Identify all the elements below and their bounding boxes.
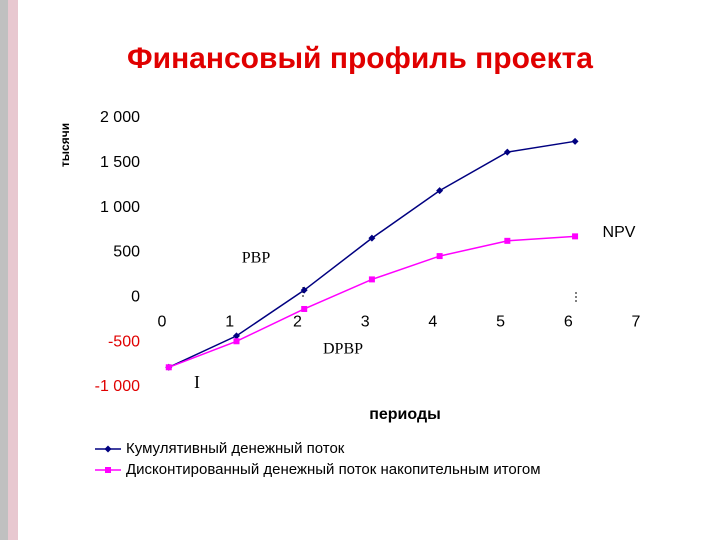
point <box>300 286 308 294</box>
side-stripe <box>8 0 18 540</box>
legend-label: Дисконтированный денежный поток накопите… <box>126 461 541 478</box>
series-line <box>168 235 576 368</box>
x-axis-label: периоды <box>369 406 441 423</box>
chart-title: Финансовый профиль проекта <box>127 42 593 75</box>
y-tick-label: -500 <box>108 333 140 350</box>
legend-marker <box>105 467 111 473</box>
x-tick-label: 7 <box>632 314 641 331</box>
annotation: PBP <box>242 250 271 267</box>
x-tick-label: 2 <box>293 314 302 331</box>
x-tick-label: 3 <box>361 314 370 331</box>
legend-label: Кумулятивный денежный поток <box>126 440 345 457</box>
x-tick-label: 4 <box>428 314 437 331</box>
y-tick-label: 1 500 <box>100 154 140 171</box>
point <box>165 364 172 371</box>
y-tick-label: 1 000 <box>100 199 140 216</box>
legend-marker <box>104 445 112 453</box>
annotation: NPV <box>603 224 636 241</box>
point <box>301 305 308 312</box>
x-tick-label: 6 <box>564 314 573 331</box>
y-tick-label: 0 <box>131 289 140 306</box>
point <box>232 332 240 340</box>
side-stripe <box>0 0 8 540</box>
x-tick-label: 5 <box>496 314 505 331</box>
point <box>571 137 579 145</box>
y-tick-label: -1 000 <box>95 378 140 395</box>
x-tick-label: 0 <box>158 314 167 331</box>
annotation: I <box>194 372 200 392</box>
point <box>503 148 511 156</box>
y-tick-label: 2 000 <box>100 109 140 126</box>
point <box>436 187 444 195</box>
y-tick-label: 500 <box>113 244 140 261</box>
point <box>572 233 579 240</box>
annotation: DPBP <box>323 341 363 358</box>
point <box>504 237 511 244</box>
point <box>436 253 443 260</box>
y-axis-label: тысячи <box>58 123 72 167</box>
point <box>368 234 376 242</box>
x-tick-label: 1 <box>225 314 234 331</box>
series-line <box>168 140 576 368</box>
point <box>368 276 375 283</box>
point <box>233 338 240 345</box>
